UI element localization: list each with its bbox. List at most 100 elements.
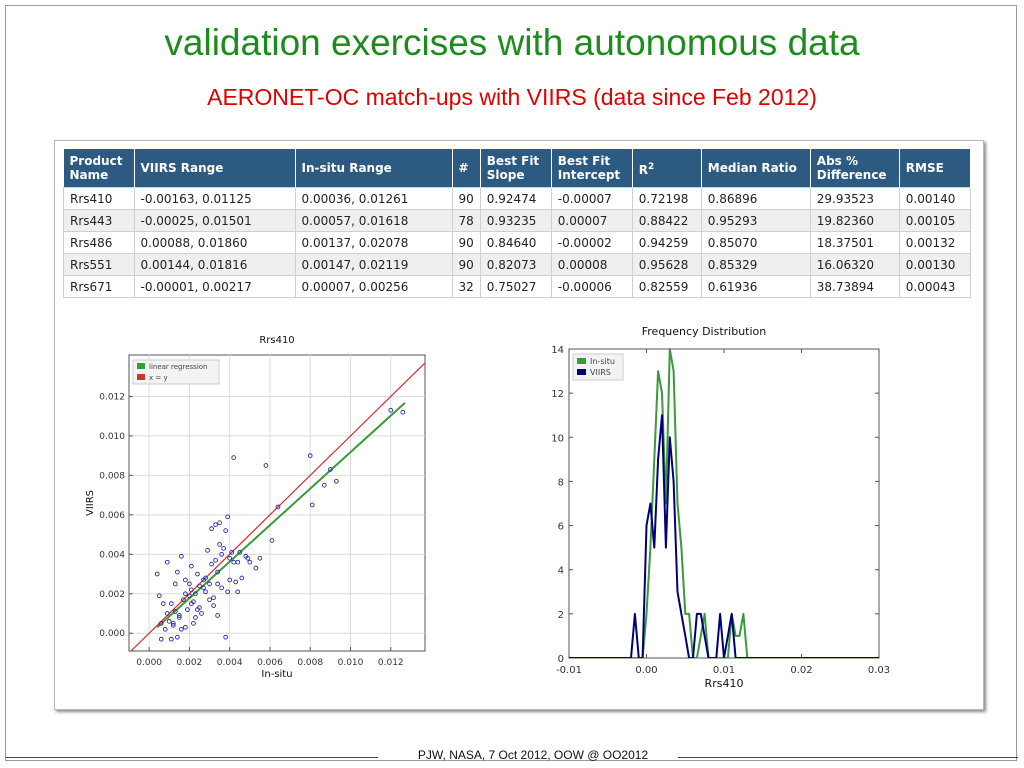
cell-abs-diff: 18.37501 bbox=[809, 231, 900, 254]
col-r2: R2 bbox=[632, 149, 702, 188]
cell-rmse: 0.00130 bbox=[898, 253, 972, 276]
cell-viirs-range: -0.00025, 0.01501 bbox=[133, 209, 296, 232]
legend-label-regression: linear regression bbox=[149, 363, 208, 371]
cell-insitu-range: 0.00057, 0.01618 bbox=[294, 209, 453, 232]
x-axis-label: In-situ bbox=[261, 669, 292, 680]
scatter-point bbox=[400, 409, 406, 415]
scatter-point bbox=[205, 548, 210, 553]
cell-slope: 0.93235 bbox=[479, 209, 552, 232]
y-tick-label: 2 bbox=[558, 610, 564, 621]
scatter-point bbox=[275, 504, 281, 510]
scatter-point bbox=[187, 593, 192, 599]
legend-box bbox=[132, 359, 220, 385]
scatter-point bbox=[172, 581, 178, 587]
scatter-point bbox=[174, 634, 180, 640]
r-superscript: 2 bbox=[648, 161, 655, 172]
cell-insitu-range: 0.00036, 0.01261 bbox=[294, 187, 453, 210]
scatter-point bbox=[263, 463, 269, 468]
cell-median-ratio: 0.85329 bbox=[700, 253, 811, 276]
scatter-point bbox=[189, 587, 194, 593]
col-insitu-range: In-situ Range bbox=[295, 149, 453, 188]
scatter-point bbox=[227, 577, 233, 583]
scatter-point bbox=[235, 589, 241, 595]
scatter-point bbox=[154, 571, 160, 577]
cell-r2: 0.72198 bbox=[631, 187, 702, 210]
x-tick-label: 0.012 bbox=[378, 658, 404, 668]
y-tick-label: 8 bbox=[558, 477, 564, 488]
scatter-point bbox=[172, 609, 178, 614]
scatter-point bbox=[176, 615, 182, 620]
legend-label-one-to-one: x = y bbox=[149, 374, 168, 382]
scatter-point bbox=[183, 577, 188, 583]
scatter-point bbox=[309, 502, 315, 508]
col-abs-diff: Abs % Difference bbox=[810, 149, 900, 188]
r-label: R bbox=[638, 162, 649, 177]
legend-swatch-one-to-one bbox=[137, 374, 145, 380]
scatter-point bbox=[245, 555, 251, 561]
y-tick-label: 0 bbox=[558, 654, 564, 665]
scatter-point bbox=[185, 607, 190, 612]
one-to-one-line bbox=[130, 362, 425, 651]
scatter-point bbox=[189, 563, 194, 569]
cell-slope: 0.84640 bbox=[479, 231, 552, 254]
legend-swatch-insitu bbox=[577, 358, 586, 364]
x-tick-label: 0.006 bbox=[257, 658, 283, 668]
legend-label-insitu: In-situ bbox=[590, 357, 615, 366]
cell-viirs-range: 0.00088, 0.01860 bbox=[133, 231, 296, 254]
chart-title: Rrs410 bbox=[259, 335, 294, 346]
cell-insitu-range: 0.00007, 0.00256 bbox=[294, 275, 453, 298]
plot-layer bbox=[569, 348, 879, 658]
scatter-point bbox=[197, 583, 202, 589]
scatter-point bbox=[223, 634, 229, 640]
table-row: Rrs671 -0.00001, 0.00217 0.00007, 0.00256 3… bbox=[63, 275, 972, 298]
y-tick-label: 0.004 bbox=[99, 550, 125, 560]
col-product-name: Product Name bbox=[63, 149, 135, 188]
scatter-point bbox=[233, 579, 239, 585]
scatter-point bbox=[269, 538, 275, 543]
scatter-point bbox=[203, 589, 208, 595]
y-axis-label: VIIRS bbox=[85, 490, 96, 516]
y-tick-label: 4 bbox=[558, 566, 564, 577]
scatter-point bbox=[181, 597, 186, 603]
x-tick-label: 0.03 bbox=[868, 665, 890, 676]
scatter-point bbox=[162, 626, 168, 632]
cell-viirs-range: -0.00163, 0.01125 bbox=[133, 187, 296, 210]
scatter-point bbox=[219, 585, 224, 591]
scatter-point bbox=[221, 546, 226, 551]
results-table: Product Name VIIRS Range In-situ Range #… bbox=[63, 149, 972, 298]
y-tick-label: 0.000 bbox=[99, 629, 125, 639]
y-tick-label: 6 bbox=[558, 522, 564, 533]
col-median-ratio: Median Ratio bbox=[701, 149, 811, 188]
scatter-point bbox=[156, 593, 162, 599]
cell-abs-diff: 16.06320 bbox=[809, 253, 900, 276]
scatter-point bbox=[237, 549, 243, 555]
y-tick-label: 0.002 bbox=[99, 590, 125, 600]
footer-rule-left bbox=[6, 757, 378, 758]
scatter-point bbox=[195, 571, 200, 577]
cell-slope: 0.82073 bbox=[479, 253, 552, 276]
cell-viirs-range: -0.00001, 0.00217 bbox=[133, 275, 296, 298]
regression-line bbox=[156, 402, 406, 629]
cell-slope: 0.75027 bbox=[479, 275, 552, 298]
cell-insitu-range: 0.00137, 0.02078 bbox=[294, 231, 453, 254]
y-tick-label: 0.012 bbox=[99, 392, 125, 402]
scatter-point bbox=[219, 551, 224, 557]
x-tick-label: 0.00 bbox=[635, 665, 657, 676]
scatter-point bbox=[307, 453, 313, 458]
scatter-point bbox=[164, 611, 170, 616]
y-tick-label: 0.010 bbox=[99, 432, 125, 442]
x-tick-label: -0.01 bbox=[556, 665, 582, 676]
cell-count: 90 bbox=[451, 253, 481, 276]
y-tick-label: 0.008 bbox=[99, 471, 125, 481]
col-intercept: Best Fit Intercept bbox=[551, 149, 633, 188]
scatter-point bbox=[201, 577, 206, 583]
scatter-point bbox=[195, 607, 200, 612]
cell-product-name: Rrs671 bbox=[63, 275, 135, 298]
footer-rule-right bbox=[678, 757, 1018, 758]
cell-count: 90 bbox=[451, 187, 481, 210]
scatter-point bbox=[225, 514, 231, 520]
histogram-legend: In-situ VIIRS bbox=[572, 353, 624, 381]
cell-rmse: 0.00105 bbox=[898, 209, 972, 232]
cell-abs-diff: 19.82360 bbox=[809, 209, 900, 232]
scatter-point bbox=[183, 591, 188, 597]
